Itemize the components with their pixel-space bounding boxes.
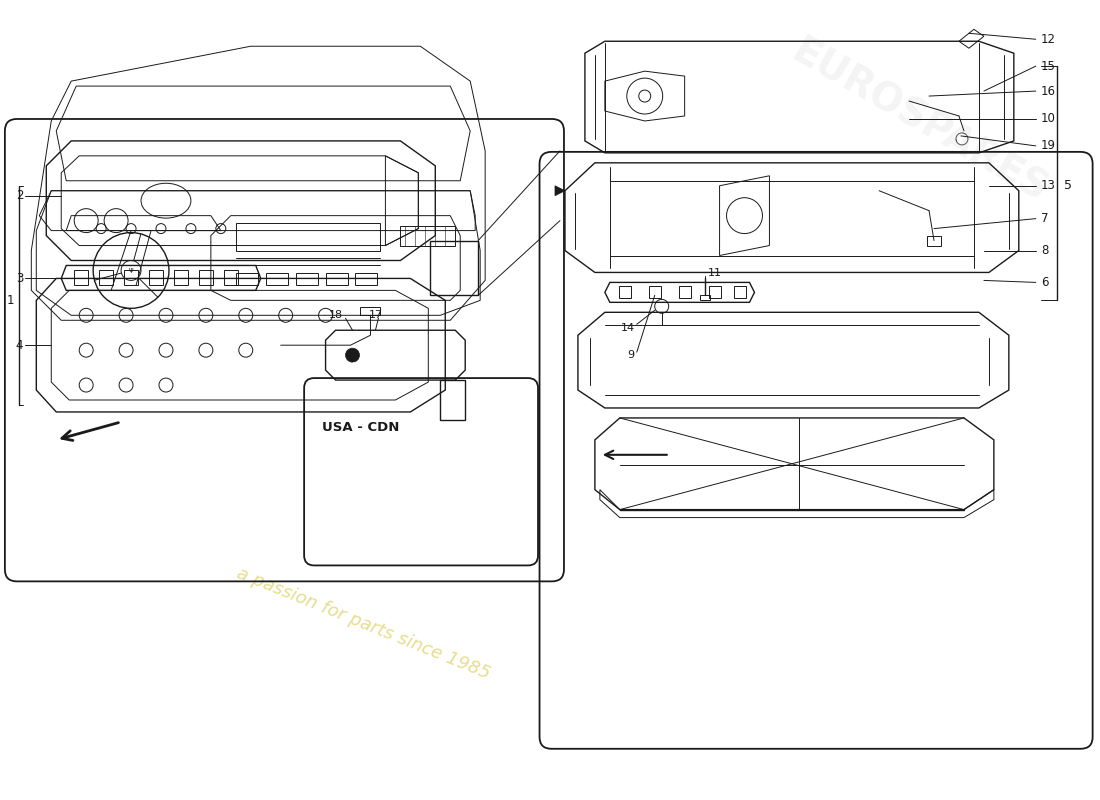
Bar	[235, 274, 257, 286]
Bar	[708, 286, 720, 298]
Bar	[199, 270, 213, 286]
Bar	[174, 270, 188, 286]
Text: 10: 10	[1041, 113, 1056, 126]
Text: 3: 3	[16, 272, 23, 285]
Text: 16: 16	[1041, 85, 1056, 98]
Circle shape	[345, 348, 360, 362]
Text: 1: 1	[7, 294, 14, 307]
Bar	[99, 270, 113, 286]
Text: 12: 12	[1041, 33, 1056, 46]
Bar	[649, 286, 661, 298]
Text: 11: 11	[707, 269, 722, 278]
Bar	[361, 307, 381, 315]
Text: 8: 8	[1041, 244, 1048, 257]
Bar	[927, 235, 940, 246]
Text: 14: 14	[620, 323, 635, 334]
Text: USA - CDN: USA - CDN	[322, 422, 399, 434]
Bar	[266, 274, 288, 286]
Bar	[296, 274, 318, 286]
Text: 19: 19	[1041, 139, 1056, 152]
Bar	[355, 274, 377, 286]
Bar	[700, 295, 710, 300]
Text: ψ: ψ	[129, 267, 133, 274]
Text: 4: 4	[15, 338, 23, 352]
Text: 9: 9	[628, 350, 635, 360]
Text: EUROSPARES: EUROSPARES	[784, 32, 1054, 210]
Polygon shape	[556, 186, 565, 196]
Text: a passion for parts since 1985: a passion for parts since 1985	[234, 564, 493, 682]
Bar	[124, 270, 138, 286]
Text: 15: 15	[1041, 60, 1056, 73]
Text: 13: 13	[1041, 179, 1056, 192]
Bar	[734, 286, 746, 298]
Bar	[74, 270, 88, 286]
Bar	[679, 286, 691, 298]
Text: 6: 6	[1041, 276, 1048, 289]
Bar	[326, 274, 348, 286]
Text: 2: 2	[15, 190, 23, 202]
Text: 18: 18	[329, 310, 342, 320]
Bar	[148, 270, 163, 286]
Text: 5: 5	[1064, 179, 1071, 192]
Text: 17: 17	[368, 310, 383, 320]
Bar	[223, 270, 238, 286]
Bar	[619, 286, 630, 298]
Text: 7: 7	[1041, 212, 1048, 225]
